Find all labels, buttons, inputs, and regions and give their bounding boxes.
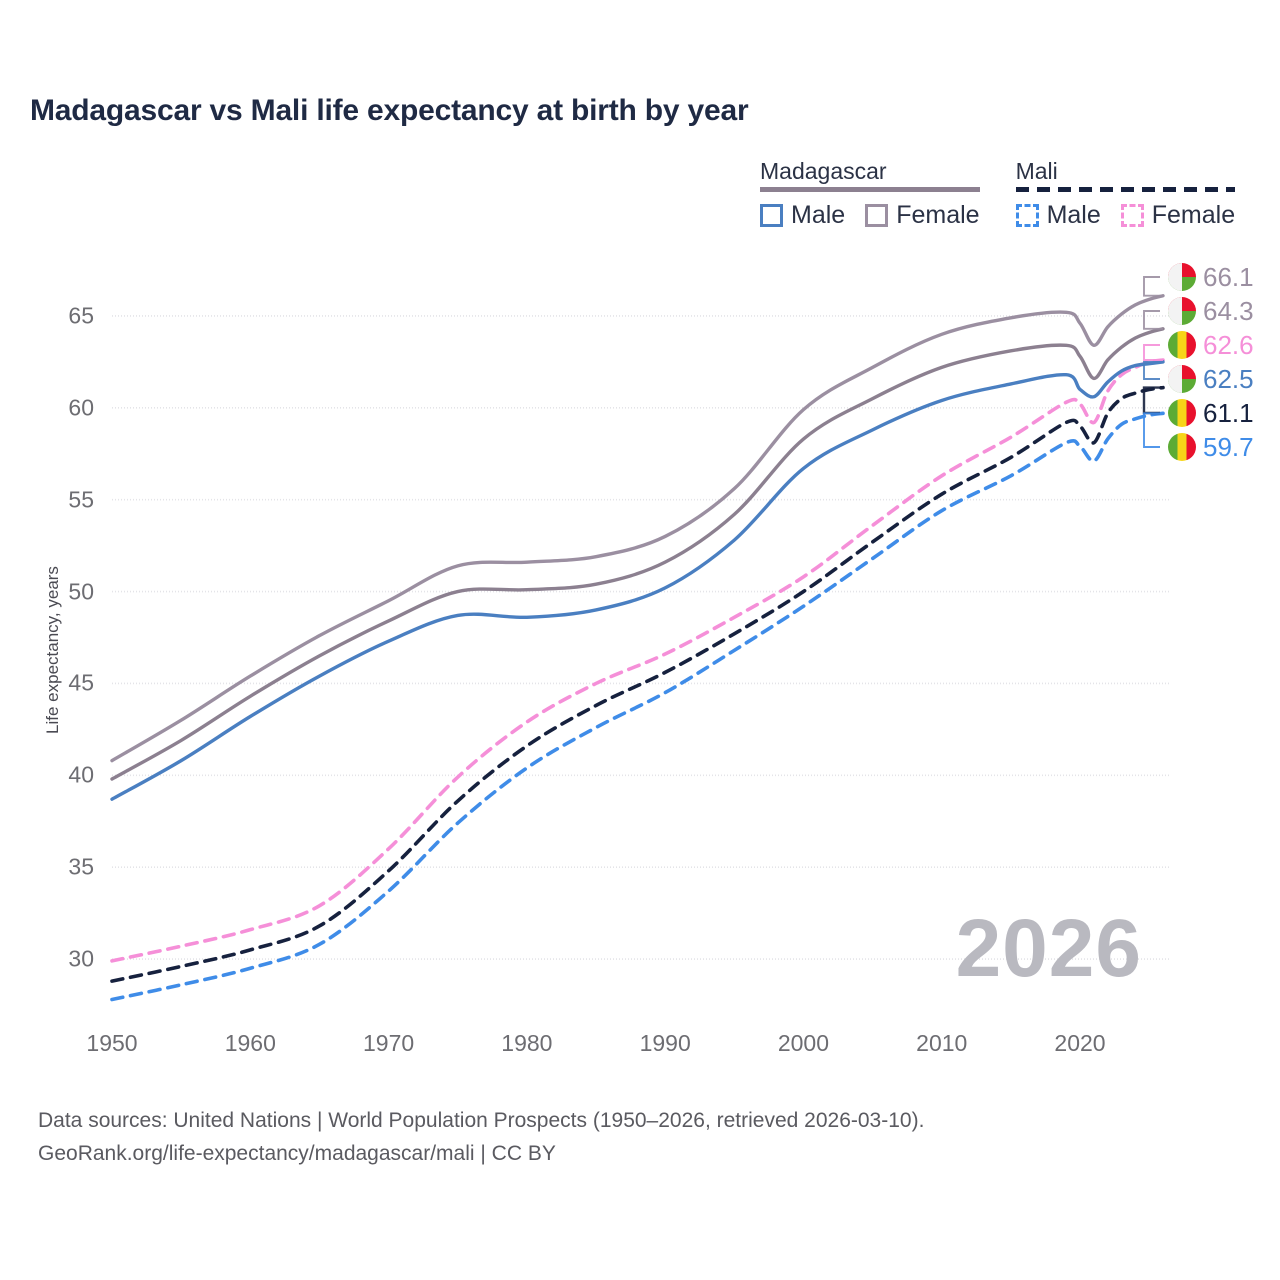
end-label-connector-madagascar-male bbox=[1143, 360, 1163, 380]
end-label-connector-mali-female bbox=[1143, 344, 1163, 361]
legend-item-madagascar-male[interactable]: Male bbox=[760, 201, 845, 230]
footer-link: GeoRank.org/life-expectancy/madagascar/m… bbox=[38, 1141, 556, 1165]
legend-swatch-icon bbox=[1015, 204, 1039, 227]
madagascar-flag-icon bbox=[1168, 297, 1196, 325]
y-axis-label: Life expectancy, years bbox=[43, 566, 62, 734]
end-label-value: 61.1 bbox=[1203, 398, 1254, 428]
legend-item-label: Male bbox=[1046, 201, 1101, 229]
x-tick-label: 2000 bbox=[777, 1030, 830, 1056]
y-tick-label: 50 bbox=[68, 578, 94, 605]
x-tick-label: 2010 bbox=[916, 1030, 968, 1056]
x-tick-label: 1950 bbox=[86, 1030, 138, 1056]
footer-sources: Data sources: United Nations | World Pop… bbox=[38, 1109, 925, 1132]
legend-items: Male Female bbox=[1015, 201, 1236, 230]
madagascar-flag-icon bbox=[1168, 263, 1196, 291]
end-label-value: 62.5 bbox=[1203, 364, 1254, 394]
legend-country-name: Mali bbox=[1015, 158, 1058, 184]
end-label-madagascar-total[interactable]: 64.3 bbox=[1168, 296, 1254, 326]
series-line-madagascar-male bbox=[110, 360, 1165, 801]
legend-item-mali-male[interactable]: Male bbox=[1015, 201, 1101, 230]
mali-flag-icon bbox=[1168, 399, 1196, 427]
legend-items: Male Female bbox=[760, 201, 980, 230]
y-tick-label: 60 bbox=[68, 394, 94, 421]
legend-group-madagascar[interactable]: Madagascar Male Female bbox=[760, 160, 980, 230]
mali-flag-icon bbox=[1168, 331, 1196, 359]
series-line-madagascar-total bbox=[110, 327, 1165, 781]
legend-item-madagascar-female[interactable]: Female bbox=[865, 201, 980, 230]
end-label-value: 59.7 bbox=[1203, 432, 1254, 462]
y-tick-label: 45 bbox=[68, 669, 94, 696]
end-label-mali-male[interactable]: 59.7 bbox=[1168, 432, 1254, 462]
legend-swatch-icon bbox=[1120, 204, 1144, 227]
legend-country-name: Madagascar bbox=[760, 158, 887, 184]
page-title: Madagascar vs Mali life expectancy at bi… bbox=[30, 94, 749, 127]
legend-item-mali-female[interactable]: Female bbox=[1120, 201, 1236, 230]
y-axis: 30 35 40 45 50 55 60 65 bbox=[0, 0, 94, 1280]
end-label-value: 66.1 bbox=[1203, 262, 1254, 292]
chart-footer: Data sources: United Nations | World Pop… bbox=[38, 1105, 924, 1170]
legend-group-mali[interactable]: Mali Male Female bbox=[1015, 158, 1236, 230]
x-tick-label: 1990 bbox=[639, 1030, 691, 1056]
y-tick-label: 55 bbox=[68, 486, 94, 513]
legend-swatch-icon bbox=[760, 204, 783, 227]
y-tick-label: 30 bbox=[68, 945, 94, 972]
series-line-mali-total bbox=[110, 385, 1165, 983]
end-label-connector-madagascar-total bbox=[1143, 310, 1163, 330]
end-label-mali-total[interactable]: 61.1 bbox=[1168, 398, 1254, 428]
end-label-connector-madagascar-female bbox=[1143, 276, 1163, 297]
legend-swatch-icon bbox=[865, 204, 889, 227]
x-tick-label: 1960 bbox=[224, 1030, 276, 1056]
legend-item-label: Female bbox=[1151, 201, 1236, 229]
legend-item-label: Female bbox=[896, 201, 980, 229]
legend-rule-dashed bbox=[1015, 187, 1236, 192]
end-label-connector-mali-total bbox=[1142, 386, 1163, 415]
mali-flag-icon bbox=[1168, 433, 1196, 461]
y-tick-label: 35 bbox=[68, 853, 94, 880]
end-label-value: 64.3 bbox=[1203, 296, 1254, 326]
end-label-value: 62.6 bbox=[1203, 330, 1254, 360]
end-label-madagascar-male[interactable]: 62.5 bbox=[1168, 364, 1254, 394]
y-tick-label: 40 bbox=[68, 761, 94, 788]
chart-legend: Madagascar Male Female Mali Male Female bbox=[760, 158, 1236, 230]
series-line-madagascar-female bbox=[110, 294, 1165, 763]
series-line-mali-female bbox=[110, 358, 1165, 963]
end-label-madagascar-female[interactable]: 66.1 bbox=[1168, 262, 1254, 292]
end-label-connector-mali-male bbox=[1143, 412, 1163, 448]
x-tick-label: 2020 bbox=[1054, 1030, 1106, 1056]
legend-rule-solid bbox=[760, 187, 980, 192]
y-tick-label: 65 bbox=[68, 302, 94, 329]
end-label-mali-female[interactable]: 62.6 bbox=[1168, 330, 1254, 360]
madagascar-flag-icon bbox=[1168, 365, 1196, 393]
x-tick-label: 1970 bbox=[362, 1030, 415, 1056]
legend-item-label: Male bbox=[791, 201, 846, 229]
x-tick-label: 1980 bbox=[501, 1030, 553, 1056]
year-watermark: 2026 bbox=[955, 903, 1142, 994]
